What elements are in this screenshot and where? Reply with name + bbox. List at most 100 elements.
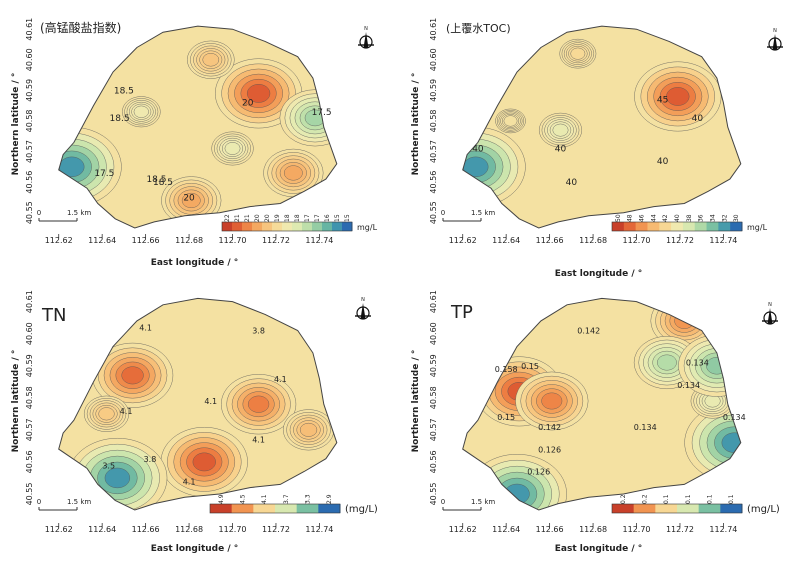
- x-tick-label: 112.70: [623, 525, 651, 534]
- y-tick-label: 40.55: [25, 483, 34, 506]
- hotspot-ring: [104, 467, 131, 489]
- hotspot-ring: [202, 53, 220, 67]
- contour-label: 18.5: [110, 114, 130, 124]
- y-tick-label: 40.56: [429, 450, 438, 473]
- y-tick-label: 40.60: [25, 322, 34, 345]
- legend-swatch: [720, 504, 743, 513]
- y-tick-labels: 40.55 40.56 40.57 40.58 40.59 40.60 40.61: [25, 290, 34, 505]
- legend-tick-label: 4.1: [261, 494, 268, 504]
- heatmap-background: [462, 26, 741, 228]
- contour-label: 40: [566, 178, 578, 188]
- legend-frame: [221, 221, 353, 232]
- legend-swatch: [633, 504, 656, 513]
- north-arrow-icon: N: [355, 297, 371, 320]
- legend-swatch: [635, 222, 648, 231]
- y-tick-label: 40.58: [25, 109, 34, 132]
- contour-label: 18.5: [153, 178, 173, 188]
- hotspot: [462, 126, 526, 207]
- legend-tick-label: 30: [733, 214, 740, 222]
- hotspot-ring: [224, 142, 241, 155]
- x-axis-title: East longitude / °: [151, 544, 239, 554]
- legend-swatch: [222, 222, 233, 231]
- x-axis-title: East longitude / °: [151, 258, 239, 268]
- legend-swatch: [671, 222, 684, 231]
- y-tick-label: 40.60: [429, 322, 438, 345]
- panel-title: TP: [450, 302, 473, 323]
- contour-label: 0.134: [634, 423, 657, 432]
- hotspot: [121, 96, 161, 128]
- legend-swatch: [242, 222, 253, 231]
- legend-swatch: [655, 504, 678, 513]
- x-tick-labels: 112.62 112.64 112.66 112.68 112.70 112.72 112.…: [449, 523, 737, 534]
- contour-label: 45: [657, 96, 668, 106]
- y-axis-title: Northern latitude / °: [411, 350, 421, 453]
- compass-needle: [363, 32, 369, 48]
- contour-label: 0.15: [497, 413, 515, 422]
- hotspot: [214, 58, 303, 129]
- hotspot-ring: [98, 407, 115, 421]
- hotspot: [83, 395, 130, 432]
- x-tick-label: 112.66: [536, 525, 564, 534]
- y-tick-labels: 40.55 40.56 40.57 40.58 40.59 40.60 40.61: [429, 290, 438, 505]
- legend-tick-label: 3.7: [283, 494, 290, 504]
- scale-bar-label: 1.5 km: [67, 209, 91, 217]
- legend-frame: [209, 503, 341, 514]
- scale-bar: 0 1.5 km: [441, 209, 495, 222]
- scale-bar-zero: 0: [441, 498, 445, 506]
- x-tick-label: 112.66: [536, 236, 564, 245]
- compass-needle: [360, 303, 366, 319]
- scale-bar-label: 1.5 km: [471, 209, 495, 217]
- hotspot: [58, 126, 122, 207]
- heatmap-fill: [58, 26, 337, 228]
- legend: 50 48 46 44 42 40 38 36 34 32 30 mg/L: [611, 214, 768, 232]
- legend-tick-label: 4.9: [218, 494, 225, 504]
- x-tick-label: 112.68: [579, 525, 607, 534]
- legend-tick-label: 18: [294, 214, 301, 222]
- hotspot-ring: [541, 392, 563, 410]
- x-tick-label: 112.64: [492, 525, 520, 534]
- x-tick-label: 112.74: [305, 525, 333, 534]
- y-tick-label: 40.58: [429, 386, 438, 409]
- x-tick-label: 112.64: [88, 525, 116, 534]
- y-tick-label: 40.55: [25, 201, 34, 224]
- y-tick-label: 40.55: [429, 483, 438, 506]
- legend-tick-label: 32: [721, 214, 728, 222]
- legend-tick-label: 2.9: [326, 494, 333, 504]
- x-tick-label: 112.74: [709, 525, 737, 534]
- panel-2: 112.62 112.64 112.66 112.68 112.70 112.72 112.…: [411, 18, 783, 279]
- x-tick-label: 112.72: [666, 525, 694, 534]
- contour-label: 20: [242, 99, 254, 109]
- contour-label: 40: [692, 114, 704, 124]
- hotspot-ring: [121, 366, 144, 385]
- legend-swatch: [612, 504, 635, 513]
- x-tick-label: 112.74: [305, 236, 333, 245]
- contour-label: 0.134: [677, 381, 700, 390]
- contour-label: 0.126: [538, 445, 561, 454]
- lake-outline: [58, 25, 338, 229]
- north-letter: N: [768, 302, 772, 308]
- contour-label: 0.142: [577, 327, 600, 336]
- hotspot: [263, 148, 324, 198]
- legend-swatch: [698, 504, 721, 513]
- hotspot: [91, 342, 174, 408]
- legend-tick-label: 21: [244, 214, 251, 222]
- north-letter: N: [364, 26, 368, 32]
- x-tick-label: 112.62: [449, 525, 477, 534]
- hotspot-ring: [721, 432, 741, 453]
- contour-label: 3.8: [252, 327, 265, 336]
- panel-1: 112.62 112.64 112.66 112.68 112.70 112.72 112.…: [11, 18, 378, 268]
- y-tick-label: 40.57: [429, 140, 438, 163]
- hotspot-ring: [133, 105, 149, 118]
- contour-label: 0.142: [538, 423, 561, 432]
- x-tick-labels: 112.62 112.64 112.66 112.68 112.70 112.72 112.…: [45, 523, 333, 534]
- north-arrow-icon: N: [762, 302, 778, 325]
- hotspot-ring: [246, 84, 271, 103]
- legend-swatch: [312, 222, 323, 231]
- hotspot-ring: [706, 357, 728, 375]
- panel-4: 112.62 112.64 112.66 112.68 112.70 112.72 112.…: [411, 290, 780, 554]
- contour-label: 4.1: [139, 323, 152, 332]
- legend-tick-label: 50: [615, 214, 622, 222]
- legend-tick-label: 17: [304, 214, 311, 222]
